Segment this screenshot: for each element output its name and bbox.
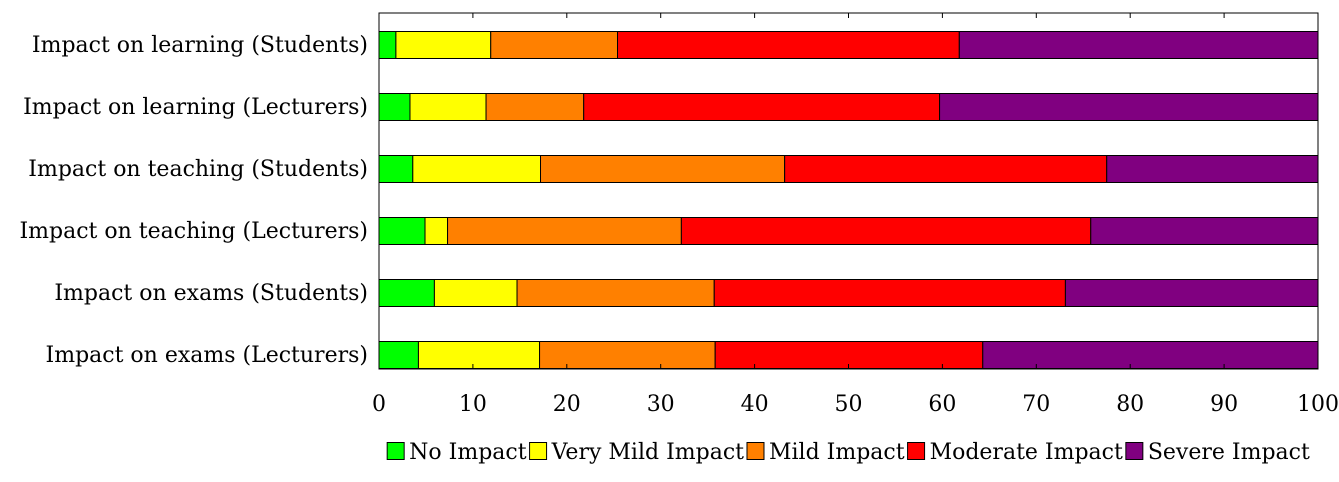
bar-segment [378,217,426,245]
bar-segment [378,31,397,59]
bar-segment [713,279,1066,307]
x-tick-label: 70 [1022,392,1050,417]
legend-swatch [907,442,926,460]
bar-segment [680,217,1092,245]
legend-swatch [746,442,765,460]
bar-segment [485,93,585,121]
bar-segment [617,31,960,59]
legend-swatch [1125,442,1144,460]
plot-frame [378,12,1319,370]
bar-segment [784,155,1108,183]
category-label: Impact on teaching (Students) [28,157,368,182]
bar-segment [1090,217,1319,245]
bar-segment [516,279,715,307]
bar-segment [378,155,414,183]
legend-swatch [386,442,405,460]
bar-segment [490,31,619,59]
x-tick-label: 50 [835,392,863,417]
bar-segment [412,155,542,183]
x-tick-label: 60 [928,392,956,417]
x-tick-label: 10 [459,392,487,417]
bar-segment [939,93,1319,121]
category-label: Impact on exams (Students) [54,281,368,306]
category-label: Impact on teaching (Lecturers) [19,219,368,244]
bar-segment [378,341,419,369]
category-labels: Impact on learning (Students) Impact on l… [19,33,368,368]
bar-segment [378,93,411,121]
x-tick-label: 80 [1116,392,1144,417]
legend-swatch [529,442,548,460]
legend-label: Very Mild Impact [551,440,745,465]
x-tick-label: 90 [1210,392,1238,417]
bar-segment [1106,155,1319,183]
x-tick-label: 20 [553,392,581,417]
bar-segment [1064,279,1319,307]
bar-segment [540,155,786,183]
category-label: Impact on learning (Students) [32,33,368,58]
legend-label: Severe Impact [1148,440,1310,465]
legend: No Impact Very Mild Impact Mild Impact Mode… [386,440,1310,465]
bar-segment [395,31,492,59]
bars-layer [378,31,1319,369]
legend-label: Mild Impact [769,440,905,465]
category-label: Impact on learning (Lecturers) [23,95,368,120]
bar-segment [417,341,541,369]
bar-segment [982,341,1319,369]
bar-segment [958,31,1319,59]
x-tick-label: 100 [1297,392,1339,417]
legend-label: Moderate Impact [930,440,1123,465]
bar-segment [539,341,716,369]
bar-segment [409,93,487,121]
bar-segment [424,217,449,245]
legend-label: No Impact [409,440,527,465]
x-tick-label: 30 [647,392,675,417]
bar-segment [378,279,435,307]
x-tick-label: 0 [372,392,386,417]
category-label: Impact on exams (Lecturers) [46,343,368,368]
bar-segment [583,93,941,121]
bar-segment [433,279,518,307]
x-tick-label: 40 [741,392,769,417]
x-axis: 0 10 20 30 40 50 60 70 80 90 100 [372,13,1339,417]
bar-segment [447,217,682,245]
